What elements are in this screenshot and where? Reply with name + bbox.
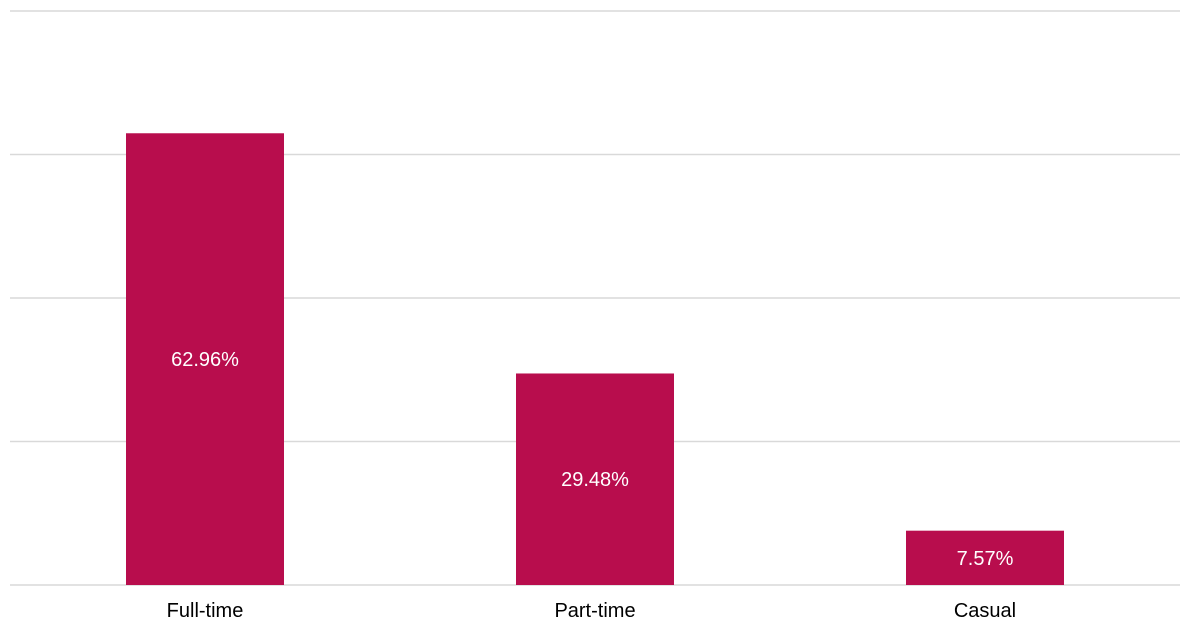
bar-value-labels: 62.96% 29.48% 7.57% [171, 349, 1013, 570]
x-tick-label: Full-time [167, 600, 244, 622]
bar-value-label: 29.48% [561, 469, 629, 491]
bar-casual [906, 530, 1064, 585]
bar-value-label: 7.57% [957, 548, 1014, 570]
x-tick-label: Part-time [554, 600, 635, 622]
bar-full-time [126, 133, 284, 585]
x-axis-tick-labels: Full-time Part-time Casual [167, 600, 1016, 622]
bar-value-label: 62.96% [171, 349, 239, 371]
bar-part-time [516, 373, 674, 585]
bars [126, 133, 1064, 585]
x-tick-label: Casual [954, 600, 1016, 622]
